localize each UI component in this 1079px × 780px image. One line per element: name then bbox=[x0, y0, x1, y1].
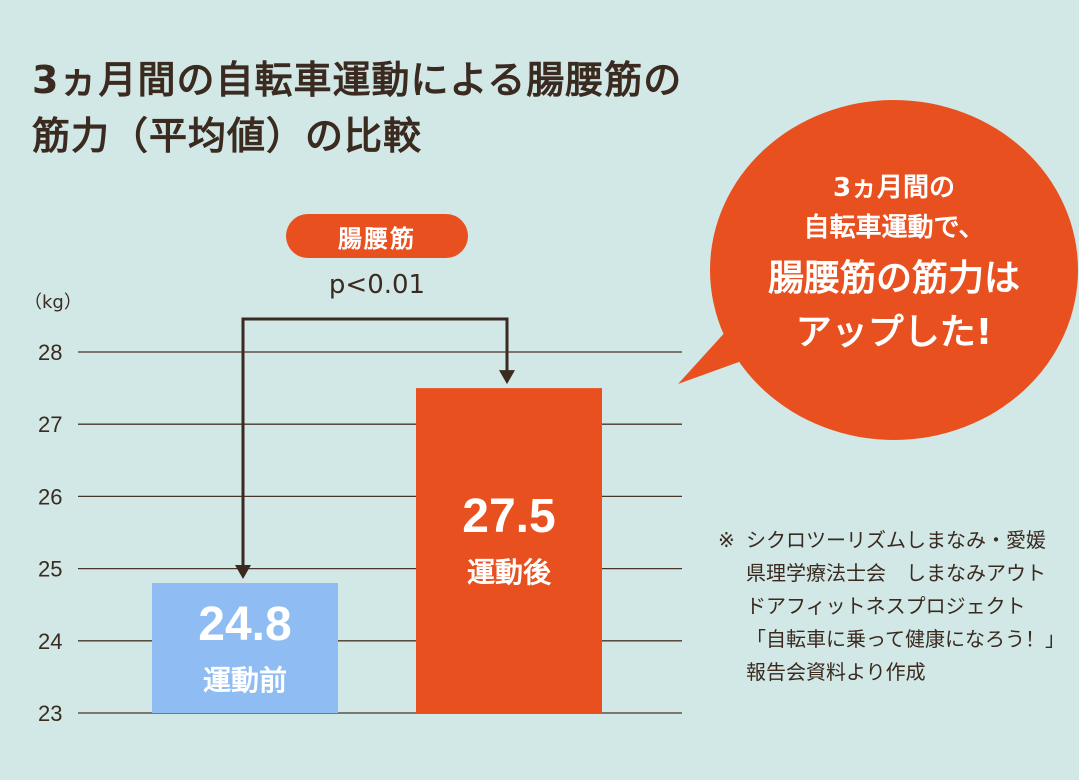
arrow-head-before bbox=[235, 565, 251, 580]
note-mark: ※ bbox=[718, 528, 735, 552]
y-axis-unit-label: （kg） bbox=[24, 292, 82, 313]
bar-after bbox=[416, 388, 602, 713]
y-tick-label: 26 bbox=[38, 484, 62, 509]
bar-value-label: 27.5 bbox=[462, 490, 555, 543]
source-note-text: シクロツーリズムしまなみ・愛媛県理学療法士会 しまなみアウトドアフィットネスプロ… bbox=[746, 528, 1055, 684]
y-tick-label: 25 bbox=[38, 557, 62, 582]
significance-label: p<0.01 bbox=[328, 270, 426, 300]
chart-title: 3ヵ月間の自転車運動による腸腰筋の 筋力（平均値）の比較 bbox=[32, 52, 682, 164]
bar-category-label: 運動前 bbox=[203, 664, 287, 697]
speech-bubble-body bbox=[710, 100, 1078, 440]
chart-title-line1: 3ヵ月間の自転車運動による腸腰筋の bbox=[32, 58, 683, 102]
speech-bubble bbox=[678, 100, 1078, 440]
muscle-label-badge: 腸腰筋 bbox=[286, 214, 468, 258]
bubble-line2: 自転車運動で、 bbox=[803, 213, 985, 243]
chart-title-line2: 筋力（平均値）の比較 bbox=[32, 114, 423, 158]
y-tick-label: 28 bbox=[38, 340, 62, 365]
source-note: ※ シクロツーリズムしまなみ・愛媛県理学療法士会 しまなみアウトドアフィットネス… bbox=[718, 524, 1058, 689]
bar-category-label: 運動後 bbox=[467, 556, 552, 589]
bar-value-label: 24.8 bbox=[198, 598, 291, 651]
arrow-head-after bbox=[499, 370, 515, 385]
bar-before bbox=[152, 583, 338, 713]
significance-bracket bbox=[241, 317, 509, 568]
y-tick-label: 24 bbox=[38, 629, 62, 654]
bubble-line1: 3ヵ月間の bbox=[832, 173, 956, 203]
bubble-line3: 腸腰筋の筋力は bbox=[767, 258, 1020, 299]
y-tick-label: 23 bbox=[38, 701, 62, 726]
y-tick-label: 27 bbox=[38, 412, 62, 437]
speech-bubble-text: 3ヵ月間の 自転車運動で、 腸腰筋の筋力は アップした! bbox=[736, 168, 1052, 360]
bubble-line4: アップした! bbox=[795, 312, 993, 353]
